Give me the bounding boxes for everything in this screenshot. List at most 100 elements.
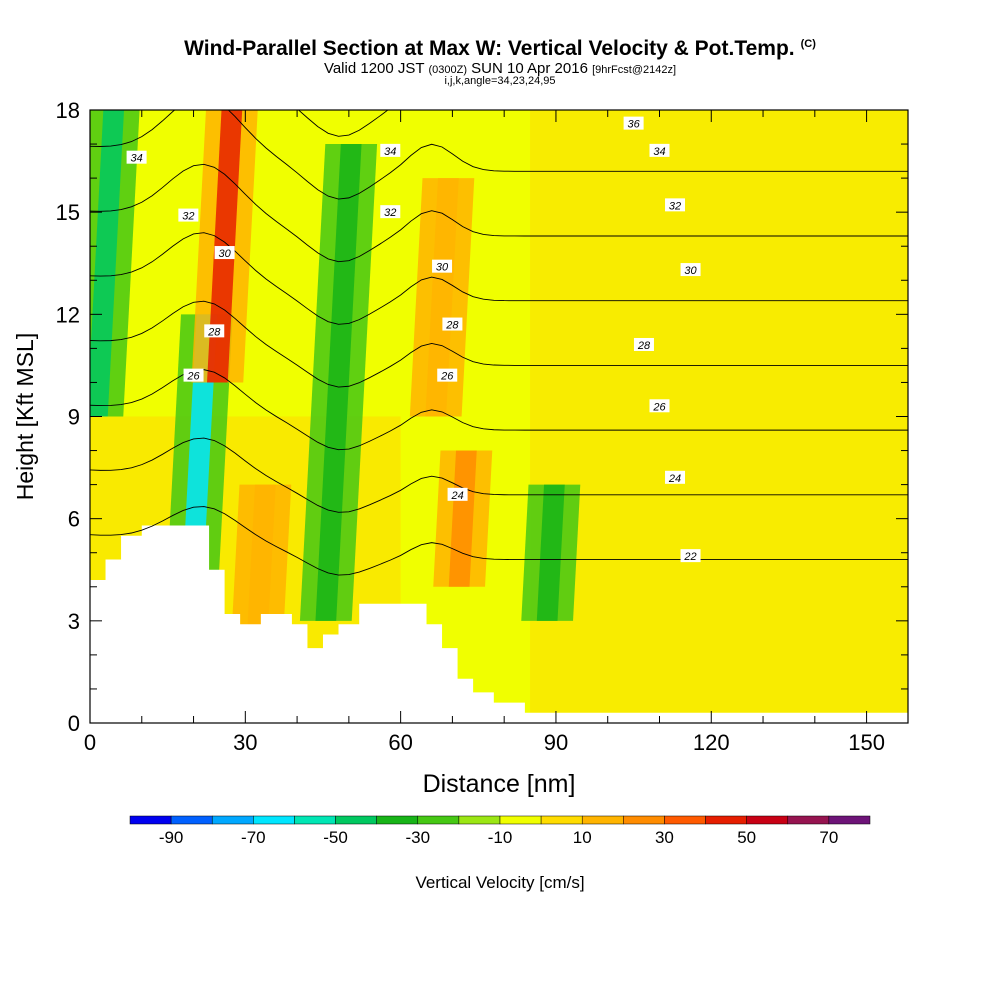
theta-contour [90, 437, 908, 513]
colorbar-swatch [458, 815, 501, 825]
theta-label-box [204, 324, 225, 338]
theta-contour-label: 32 [669, 200, 681, 212]
x-tick-label: 60 [388, 730, 412, 755]
copyright-mark: (C) [800, 38, 816, 50]
colorbar-swatch [540, 815, 583, 825]
theta-contour-label: 28 [445, 320, 459, 332]
theta-label-box [178, 208, 199, 222]
theta-contour-label: 32 [182, 211, 194, 223]
y-axis-label: Height [Kft MSL] [12, 333, 38, 500]
x-tick-label: 30 [233, 730, 257, 755]
theta-contour-label: 32 [384, 207, 396, 219]
x-tick-label: 0 [84, 730, 96, 755]
theta-contour [90, 110, 908, 200]
theta-contour-label: 34 [653, 146, 665, 158]
x-axis-label: Distance [nm] [423, 770, 576, 798]
y-tick-label: 0 [68, 711, 80, 736]
theta-label-box [126, 150, 147, 164]
terrain [90, 525, 908, 723]
theta-contour-label: 28 [207, 326, 221, 338]
theta-label-box [633, 337, 654, 351]
colorbar-tick-label: -10 [488, 828, 513, 847]
field-weak-positive [530, 110, 908, 723]
theta-contour-label: 24 [668, 473, 681, 485]
theta-label-box [680, 263, 701, 277]
theta-label-box [437, 368, 458, 382]
theta-contour-label: 26 [186, 371, 200, 383]
theta-contour-label: 34 [130, 153, 142, 165]
colorbar-tick-label: -30 [405, 828, 430, 847]
y-tick-label: 9 [68, 405, 80, 430]
x-tick-label: 120 [693, 730, 730, 755]
downdraft-core [536, 484, 565, 621]
x-tick-label: 90 [544, 730, 568, 755]
theta-contour-label: 26 [440, 371, 454, 383]
velocity-field: 36 34 34 34 32 32 32 30 30 30 28 28 28 26 26 26 24 24 22 [90, 110, 908, 723]
colorbar-tick-label: 70 [819, 828, 838, 847]
x-tick-label: 150 [848, 730, 885, 755]
theta-label-box [442, 317, 463, 331]
y-tick-label: 15 [56, 200, 80, 225]
chart-title: Wind-Parallel Section at Max W: Vertical… [184, 37, 816, 60]
colorbar-tick-label: -90 [159, 828, 184, 847]
updraft-core [245, 484, 276, 655]
colorbar-swatch [787, 815, 830, 825]
y-tick-label: 18 [56, 98, 80, 123]
theta-label-box [649, 399, 670, 413]
colorbar-swatch [664, 815, 706, 825]
theta-label-box [380, 205, 401, 219]
theta-contour [90, 163, 908, 263]
theta-label-box [447, 487, 468, 501]
theta-contour-label: 30 [218, 248, 231, 260]
theta-contour [90, 369, 908, 451]
theta-contour-label: 24 [450, 490, 463, 502]
colorbar-tick-label: 50 [737, 828, 756, 847]
colorbar-swatch [294, 815, 336, 825]
theta-label-box [680, 549, 701, 563]
colorbar-tick-label: -50 [323, 828, 348, 847]
colorbar-swatch [623, 815, 665, 825]
chart-indices: i,j,k,angle=34,23,24,95 [444, 75, 556, 87]
y-tick-label: 6 [68, 507, 80, 532]
colorbar-swatch [417, 815, 460, 825]
colorbar-swatch [211, 815, 254, 825]
colorbar-swatch [170, 815, 213, 825]
colorbar-swatch [499, 815, 542, 825]
downdraft-core [90, 110, 125, 417]
theta-contour [90, 300, 908, 388]
theta-label-box [432, 259, 453, 273]
colorbar-tick-label: 10 [573, 828, 592, 847]
theta-contour-label: 36 [627, 119, 640, 131]
theta-label-box [183, 368, 204, 382]
theta-label-box [665, 470, 686, 484]
colorbar-swatch [253, 815, 295, 825]
colorbar-swatch [335, 815, 377, 825]
theta-label-box [214, 246, 235, 260]
downdraft-core [315, 144, 362, 621]
colorbar-swatch [376, 815, 419, 825]
theta-contour-label: 34 [384, 146, 396, 158]
theta-contour [90, 506, 908, 576]
colorbar-swatch [581, 815, 624, 825]
colorbar-label: Vertical Velocity [cm/s] [415, 873, 585, 892]
colorbar-swatch [746, 815, 789, 825]
theta-contour-label: 28 [637, 340, 651, 352]
theta-label-box [665, 198, 686, 212]
theta-contour [90, 232, 908, 325]
colorbar-swatch [705, 815, 747, 825]
colorbar-tick-label: 30 [655, 828, 674, 847]
theta-contour-label: 30 [684, 265, 697, 277]
theta-contour-label: 26 [652, 401, 666, 413]
theta-label-box [623, 116, 644, 130]
theta-contour-label: 22 [683, 551, 696, 563]
theta-label-box [380, 143, 401, 157]
chart-subtitle: Valid 1200 JST (0300Z) SUN 10 Apr 2016 [… [323, 60, 677, 77]
theta-contour-label: 30 [436, 262, 449, 274]
colorbar-tick-label: -70 [241, 828, 266, 847]
colorbar-swatch [129, 815, 172, 825]
y-tick-label: 3 [68, 609, 80, 634]
theta-label-box [649, 143, 670, 157]
updraft-core [425, 178, 459, 417]
y-tick-label: 12 [56, 302, 80, 327]
